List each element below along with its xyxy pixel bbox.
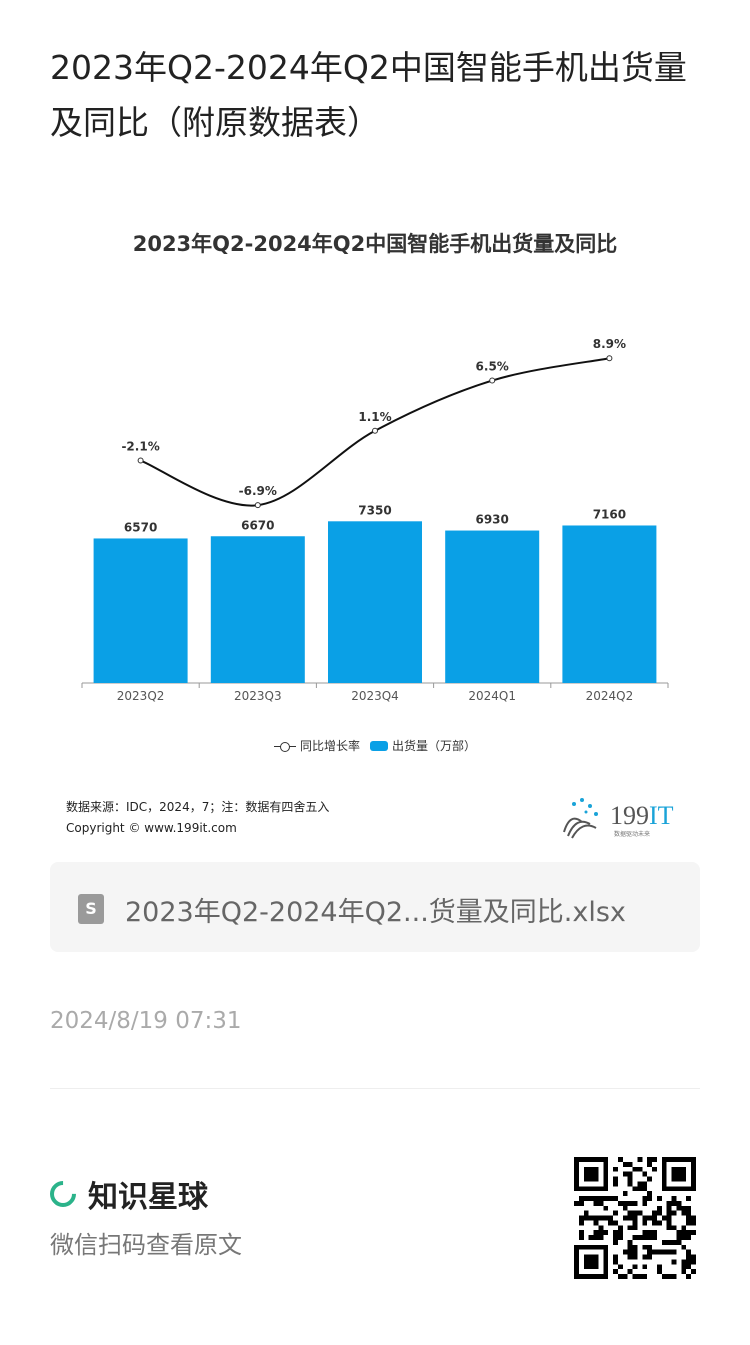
yoy-point	[606, 355, 613, 362]
bar	[328, 521, 422, 683]
yoy-point	[137, 457, 144, 464]
bar-label: 6930	[475, 513, 508, 527]
bar-label: 7350	[358, 503, 391, 517]
bar	[562, 525, 657, 683]
qr-code[interactable]	[574, 1157, 696, 1279]
bar	[210, 536, 305, 683]
zsxq-logo-icon	[44, 1175, 82, 1213]
x-tick-label: 2024Q1	[468, 689, 516, 703]
yoy-label: -2.1%	[121, 440, 159, 454]
x-tick-label: 2023Q2	[117, 689, 165, 703]
bar-label: 6570	[124, 520, 157, 534]
x-tick-label: 2023Q4	[351, 689, 399, 703]
x-tick-label: 2023Q3	[234, 689, 282, 703]
bar-label: 6670	[241, 518, 274, 532]
spreadsheet-icon: S	[78, 894, 104, 924]
yoy-label: 8.9%	[593, 337, 626, 351]
source-line: 数据来源：IDC，2024，7；注：数据有四舍五入	[66, 800, 330, 814]
yoy-label: -6.9%	[239, 484, 277, 498]
legend-line-marker-icon	[273, 740, 296, 752]
file-attachment[interactable]: S 2023年Q2-2024年Q2...货量及同比.xlsx	[50, 862, 700, 952]
file-name[interactable]: 2023年Q2-2024年Q2...货量及同比.xlsx	[125, 897, 626, 928]
yoy-label: 1.1%	[358, 410, 391, 424]
copyright-line: Copyright © www.199it.com	[66, 821, 237, 835]
yoy-point	[489, 377, 496, 384]
svg-text:数据驱动未来: 数据驱动未来	[614, 830, 650, 838]
199it-logo: 199IT 数据驱动未来	[560, 792, 700, 840]
page-title: 2023年Q2-2024年Q2中国智能手机出货量及同比（附原数据表）	[50, 48, 687, 142]
scan-hint: 微信扫码查看原文	[50, 1231, 242, 1259]
brand-name: 知识星球	[88, 1180, 208, 1215]
bar	[445, 530, 540, 683]
chart-legend: 同比增长率 出货量（万部）	[0, 737, 750, 754]
svg-text:199IT: 199IT	[610, 801, 674, 830]
source-note: 数据来源：IDC，2024，7；注：数据有四舍五入 Copyright © ww…	[66, 797, 329, 839]
bar-label: 7160	[593, 507, 626, 521]
yoy-point	[254, 502, 261, 509]
legend-bar-label: 出货量（万部）	[392, 739, 477, 753]
legend-line-label: 同比增长率	[299, 739, 360, 753]
divider	[50, 1088, 700, 1089]
brand: 知识星球	[44, 1172, 208, 1216]
bar	[93, 538, 188, 683]
yoy-point	[372, 427, 378, 434]
x-tick-label: 2024Q2	[586, 689, 634, 703]
legend-bar-swatch	[370, 740, 388, 751]
chart: 6570 2023Q2 6670 2023Q3 7350 2023Q4 6930 2024Q1…	[81, 337, 669, 703]
chart-title: 2023年Q2-2024年Q2中国智能手机出货量及同比	[132, 232, 618, 256]
post-date: 2024/8/19 07:31	[50, 1008, 242, 1034]
yoy-label: 6.5%	[476, 360, 509, 374]
